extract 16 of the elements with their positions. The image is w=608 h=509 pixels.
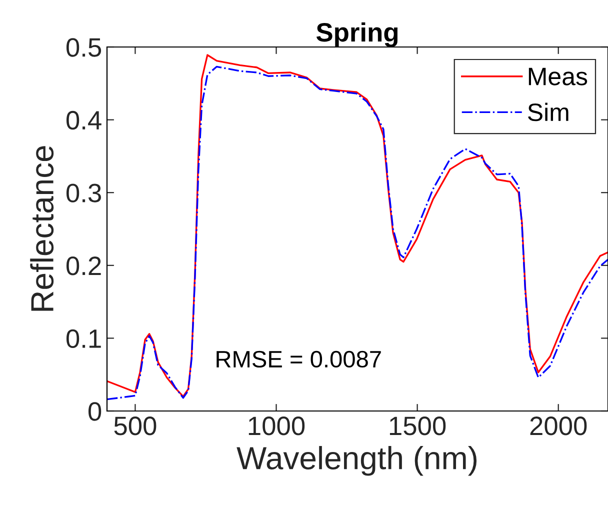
legend-label: Sim xyxy=(528,102,568,122)
x-tick-label: 1000 xyxy=(248,416,305,436)
y-tick-label: 0.1 xyxy=(66,329,101,348)
chart-title: Spring xyxy=(316,22,398,48)
x-tick-label: 2000 xyxy=(530,416,587,436)
y-tick-label: 0.2 xyxy=(66,256,101,276)
x-tick-label: 500 xyxy=(114,416,156,436)
x-axis-title: Wavelength (nm) xyxy=(236,446,477,476)
y-tick-label: 0.5 xyxy=(66,38,102,57)
annotation: RMSE = 0.0087 xyxy=(216,350,381,368)
y-tick-label: 0 xyxy=(88,402,102,421)
y-tick-label: 0.4 xyxy=(66,110,102,130)
y-axis-title: Reflectance xyxy=(30,146,54,311)
x-tick-label: 1500 xyxy=(390,416,446,436)
legend-label: Meas xyxy=(528,68,588,86)
y-tick-label: 0.3 xyxy=(66,184,101,202)
